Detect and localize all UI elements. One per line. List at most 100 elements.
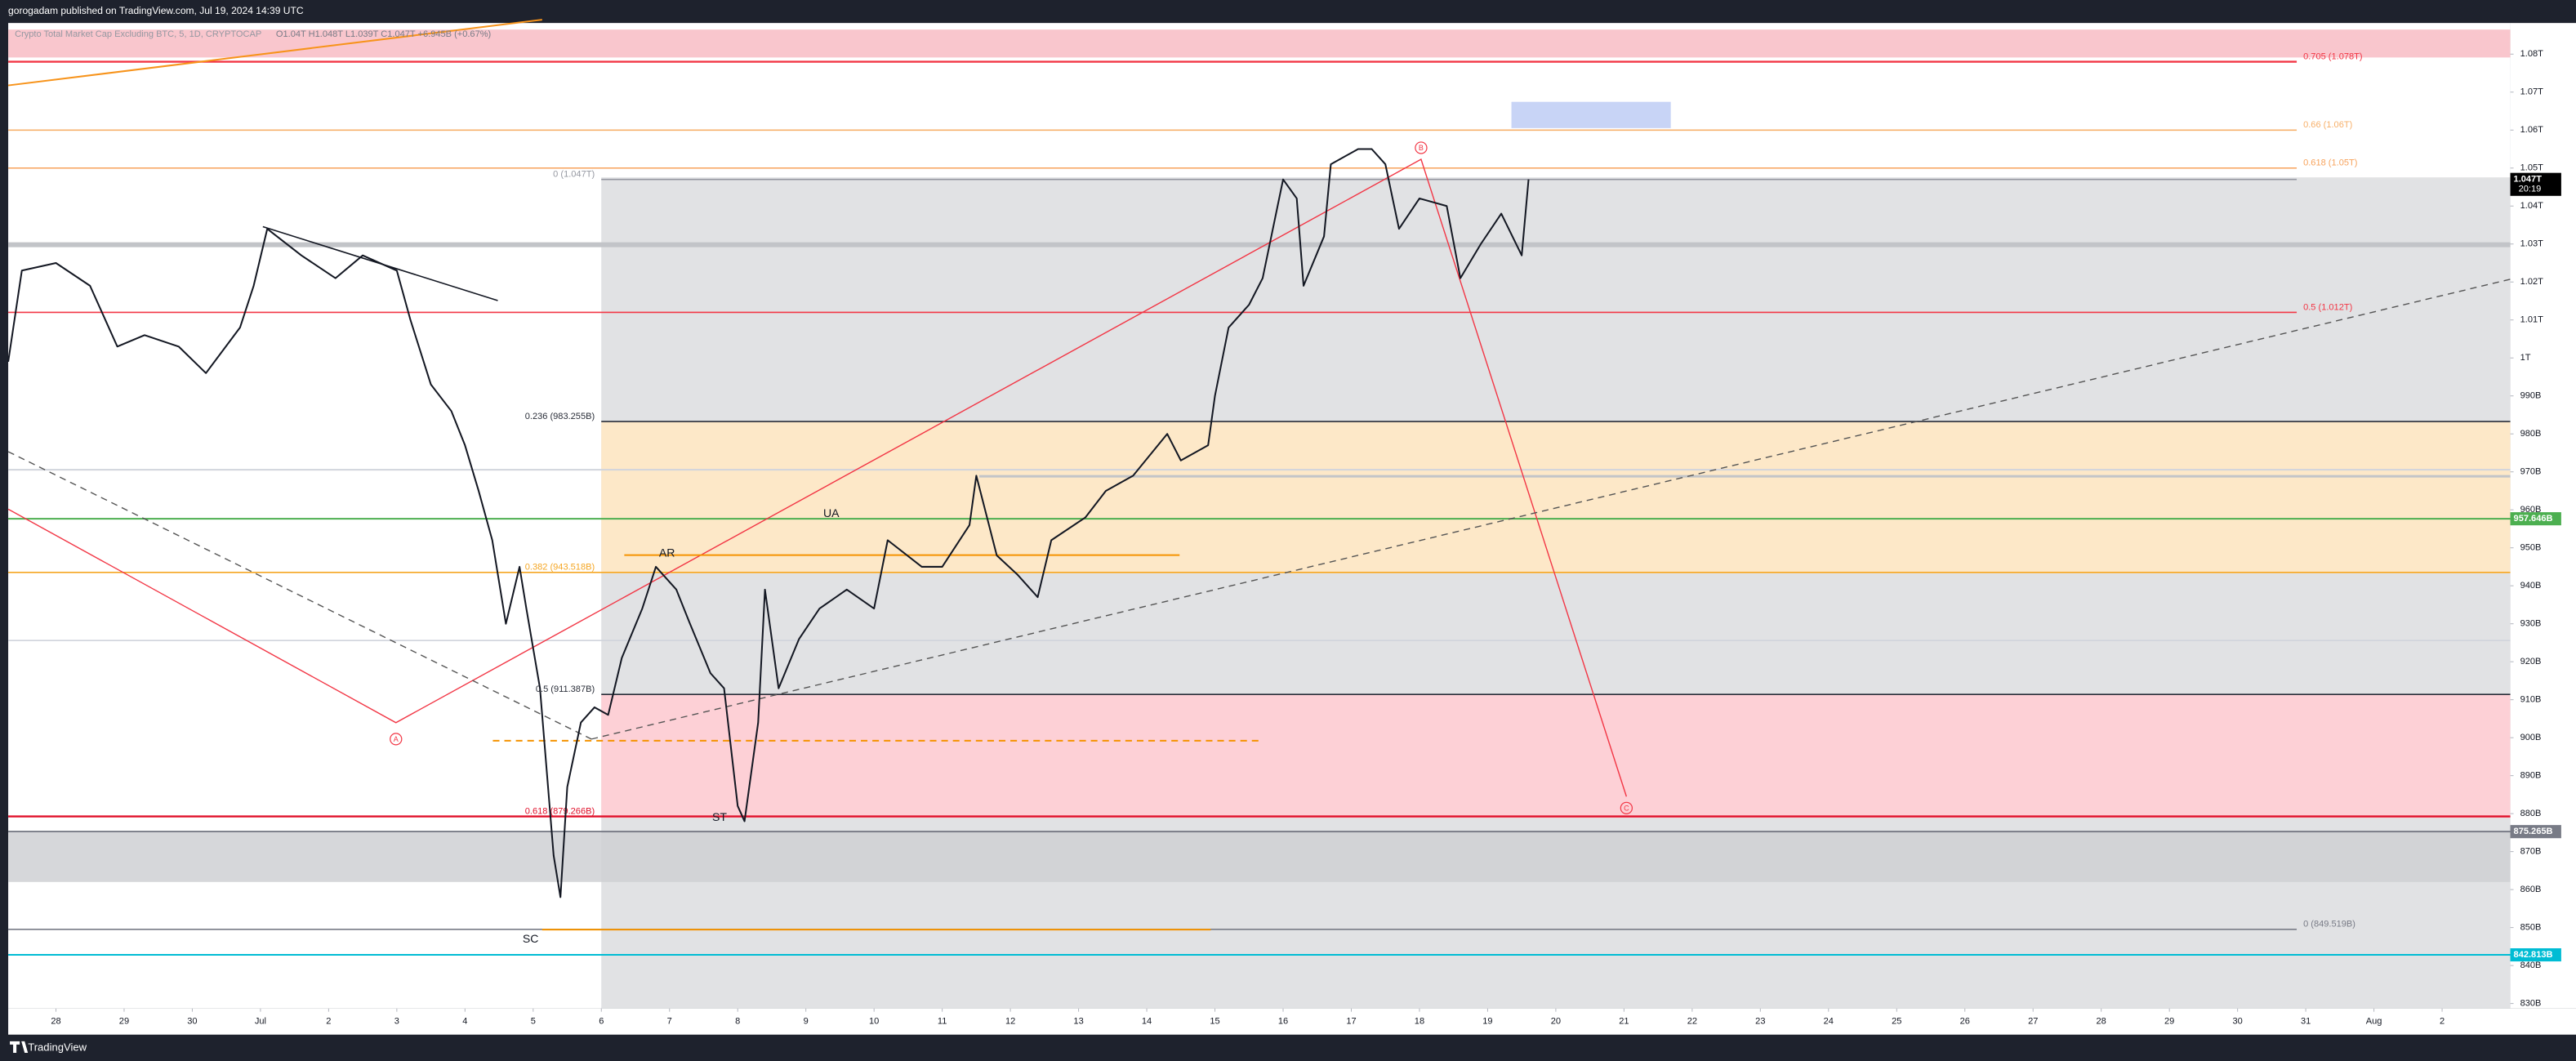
price-tag-label: 1.047T [2514, 175, 2543, 185]
x-tick-label: 7 [667, 1017, 672, 1027]
y-tick-label: 860B [2520, 885, 2542, 894]
trend-line [7, 19, 542, 87]
x-tick-label: 29 [119, 1017, 129, 1027]
wave-marker [1620, 801, 1633, 814]
x-tick-label: 9 [804, 1017, 809, 1027]
price-countdown: 20:19 [2519, 185, 2542, 194]
x-tick-label: 26 [1960, 1017, 1970, 1027]
x-tick-label: 18 [1415, 1017, 1424, 1027]
x-tick-label: 24 [1824, 1017, 1834, 1027]
y-tick-label: 940B [2520, 581, 2542, 591]
footer [0, 1034, 2576, 1061]
price-tag-label: 875.265B [2514, 827, 2553, 836]
wave-marker [390, 733, 403, 746]
y-tick-label: 870B [2520, 847, 2542, 857]
x-tick-label: 2 [326, 1017, 331, 1027]
x-tick-label: 30 [2232, 1017, 2242, 1027]
zone [601, 694, 2511, 818]
fib-label: 0 (1.047T) [553, 170, 595, 180]
x-tick-label: Jul [255, 1017, 266, 1027]
y-tick-label: 1.07T [2520, 87, 2544, 97]
x-tick-label: 30 [187, 1017, 197, 1027]
y-tick-label: 1.06T [2520, 125, 2544, 135]
y-tick-label: 830B [2520, 999, 2542, 1009]
x-tick-label: 10 [869, 1017, 879, 1027]
x-tick-label: 31 [2301, 1017, 2311, 1027]
wave-label: B [1419, 144, 1424, 152]
y-tick-label: 930B [2520, 619, 2542, 629]
annotation: ST [712, 810, 727, 823]
wave-line [7, 158, 1628, 797]
x-tick-label: 23 [1755, 1017, 1765, 1027]
annotation: UA [823, 506, 840, 519]
fib-label: 0 (849.519B) [2303, 920, 2355, 929]
x-tick-label: 15 [1210, 1017, 1219, 1027]
y-tick-label: 1.01T [2520, 315, 2544, 325]
y-tick-label: 990B [2520, 391, 2542, 401]
x-tick-label: 12 [1005, 1017, 1015, 1027]
y-tick-label: 960B [2520, 505, 2542, 515]
x-tick-label: 27 [2028, 1017, 2038, 1027]
fib-label: 0.382 (943.518B) [525, 563, 595, 573]
x-tick-label: 6 [599, 1017, 604, 1027]
x-tick-label: 13 [1073, 1017, 1083, 1027]
annotation: SC [523, 932, 539, 945]
x-tick-label: 14 [1142, 1017, 1152, 1027]
x-tick-label: 19 [1482, 1017, 1492, 1027]
price-line-series [7, 148, 1530, 898]
y-tick-label: 1.02T [2520, 277, 2544, 287]
fib-label: 0.5 (911.387B) [536, 684, 595, 694]
footer-brand: TradingView [28, 1041, 87, 1053]
y-tick-label: 890B [2520, 771, 2542, 781]
series [7, 148, 1530, 898]
x-tick-label: 16 [1278, 1017, 1288, 1027]
x-tick-label: 21 [1619, 1017, 1629, 1027]
price-tag-label: 842.813B [2514, 950, 2553, 960]
x-tick-label: Aug [2366, 1017, 2382, 1027]
x-tick-label: 25 [1892, 1017, 1901, 1027]
wave-marker [1415, 141, 1428, 154]
wave-label: C [1624, 804, 1629, 812]
fib-label: 0.236 (983.255B) [525, 412, 595, 421]
price-tag [2510, 512, 2561, 526]
x-tick-label: 8 [735, 1017, 740, 1027]
wave-label: A [394, 735, 399, 743]
price-tag [2510, 947, 2561, 962]
y-tick-label: 840B [2520, 961, 2542, 970]
y-tick-label: 880B [2520, 809, 2542, 818]
y-tick-label: 850B [2520, 923, 2542, 933]
price-tag [2510, 172, 2561, 196]
y-tick-label: 980B [2520, 429, 2542, 439]
trend-line [7, 451, 592, 740]
x-tick-label: 11 [938, 1017, 947, 1027]
fib-label: 0.66 (1.06T) [2303, 120, 2352, 130]
price-tag-label: 957.646B [2514, 514, 2553, 524]
x-tick-label: 5 [531, 1017, 536, 1027]
zone [601, 177, 2511, 1009]
fib-label: 0.705 (1.078T) [2303, 51, 2362, 61]
legend-name: Crypto Total Market Cap Excluding BTC, 5… [15, 29, 261, 39]
y-tick-label: 910B [2520, 695, 2542, 705]
y-tick-label: 1.08T [2520, 49, 2544, 59]
x-tick-label: 20 [1551, 1017, 1561, 1027]
legend-values: O1.04T H1.048T L1.039T C1.047T +6.945B (… [276, 29, 491, 39]
x-tick-label: 29 [2164, 1017, 2174, 1027]
x-tick-label: 3 [394, 1017, 399, 1027]
y-tick-label: 1.05T [2520, 163, 2544, 173]
time-axis [8, 1008, 2576, 1035]
annotation: AR [659, 546, 675, 559]
price-tag [2510, 825, 2561, 839]
levels: 0.705 (1.078T) 0.66 (1.06T) 0.618 (1.05T) 0… [8, 51, 2511, 956]
x-tick-label: 4 [462, 1017, 467, 1027]
y-tick-label: 1T [2520, 353, 2531, 363]
header-title: gorogadam published on TradingView.com, … [8, 5, 304, 16]
y-tick-label: 920B [2520, 657, 2542, 666]
y-tick-label: 1.03T [2520, 239, 2544, 249]
y-tick-label: 970B [2520, 467, 2542, 477]
x-tick-label: 28 [2097, 1017, 2106, 1027]
zone [8, 832, 2511, 882]
x-tick-label: 22 [1687, 1017, 1697, 1027]
x-tick-label: 28 [51, 1017, 60, 1027]
y-tick-label: 950B [2520, 543, 2542, 553]
